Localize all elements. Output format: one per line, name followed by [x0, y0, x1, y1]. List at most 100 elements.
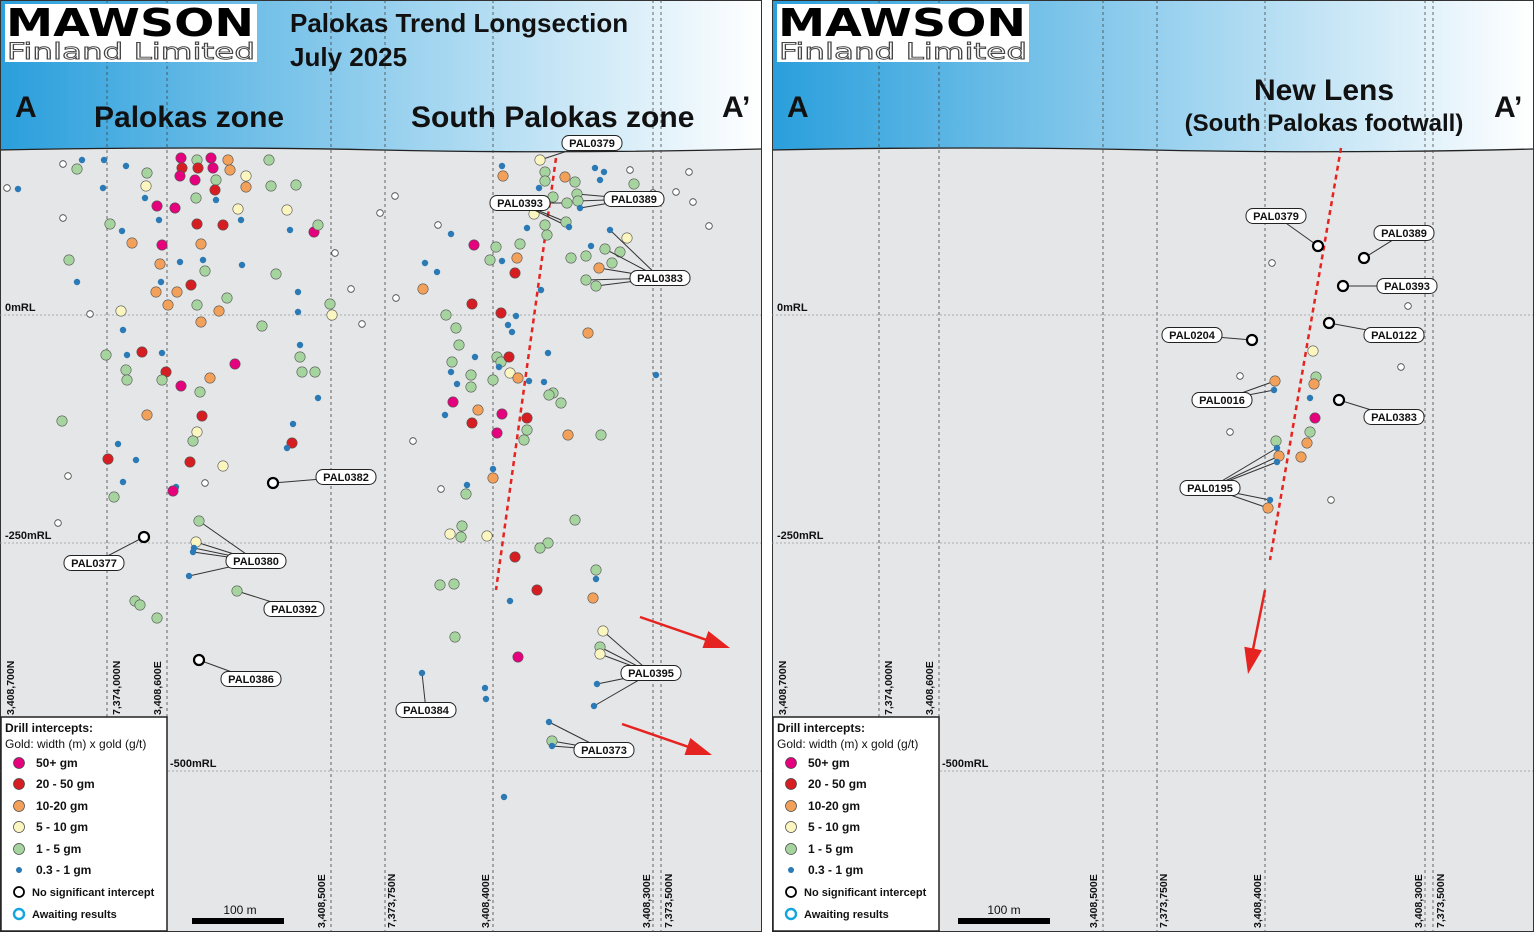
arrowhead: [684, 738, 712, 756]
intercept-1-5: [521, 424, 533, 436]
hole-label: PAL0383: [637, 273, 683, 285]
intercept-10-20: [141, 409, 153, 421]
intercept-0.3-1: [463, 481, 471, 489]
intercept-1-5: [450, 322, 462, 334]
no-significant-small: [1404, 302, 1412, 310]
intercept-10-20: [559, 171, 571, 183]
hole-label-box: [489, 195, 551, 211]
intercept-1-5: [449, 631, 461, 643]
intercept-0.3-1: [500, 793, 508, 801]
intercept-0.3-1: [155, 216, 163, 224]
hole-label: PAL0195: [1187, 483, 1233, 495]
section-end-a-prime: A’: [722, 91, 750, 124]
intercept-0.3-1: [433, 268, 441, 276]
intercept-0.3-1: [286, 226, 294, 234]
grid-coordinate-label: 3,408,600E: [924, 661, 936, 715]
legend-item-label: 5 - 10 gm: [808, 820, 860, 834]
hole-label-box: [629, 270, 691, 286]
zone-label-footwall: (South Palokas footwall): [1185, 110, 1464, 137]
hole-label: PAL0016: [1199, 395, 1245, 407]
intercept-1-5: [455, 531, 467, 543]
intercept-50plus: [447, 396, 459, 408]
intercept-1-5: [256, 320, 268, 332]
hole-label-box: [1245, 208, 1307, 224]
intercept-10-20: [224, 164, 236, 176]
intercept-20-50: [286, 437, 298, 449]
no-significant-small: [409, 437, 417, 445]
intercept-1-5: [221, 292, 233, 304]
hole-label-box: [1363, 409, 1425, 425]
intercept-0.3-1: [141, 194, 149, 202]
intercept-10-20: [195, 238, 207, 250]
no-significant-small: [672, 188, 680, 196]
grid-coordinate-label: 3,408,300E: [1413, 874, 1425, 928]
legend: Drill intercepts: Gold: width (m) x gold …: [0, 716, 168, 932]
intercept-0.3-1: [523, 224, 531, 232]
intercept-1-5: [534, 542, 546, 554]
hole-label-box: [561, 135, 623, 151]
intercept-1-5: [590, 564, 602, 576]
no-significant-intercept: [1322, 316, 1336, 330]
intercept-0.3-1: [482, 695, 490, 703]
no-significant-small: [376, 209, 384, 217]
no-significant-small: [437, 485, 445, 493]
intercept-10-20: [1262, 502, 1274, 514]
intercept-0.3-1: [545, 718, 553, 726]
intercept-20-50: [466, 417, 478, 429]
legend-item-label: 0.3 - 1 gm: [36, 863, 91, 877]
hole-label: PAL0373: [581, 745, 627, 757]
section-end-a-prime: A’: [1494, 91, 1522, 124]
intercept-0.3-1: [185, 572, 193, 580]
hole-label-box: [1363, 327, 1425, 343]
intercept-0.3-1: [471, 353, 479, 361]
grid-coordinate-label: 7,374,000N: [883, 661, 895, 715]
intercept-0.3-1: [525, 377, 533, 385]
no-significant-small: [1268, 259, 1276, 267]
intercept-1-5: [108, 491, 120, 503]
grid-coordinate-label: 3,408,400E: [480, 874, 492, 928]
legend-symbol: [13, 800, 25, 812]
intercept-0.3-1: [453, 380, 461, 388]
intercept-1-5: [539, 175, 551, 187]
no-significant-small: [86, 310, 94, 318]
intercept-50plus: [496, 408, 508, 420]
intercept-0.3-1: [591, 164, 599, 172]
intercept-0.3-1: [592, 575, 600, 583]
intercept-10-20: [487, 472, 499, 484]
legend-symbol: [785, 800, 797, 812]
intercept-1-5: [141, 167, 153, 179]
legend-symbol: [785, 886, 797, 898]
grid-coordinate-label: 3,408,500E: [316, 874, 328, 928]
intercept-0.3-1: [495, 363, 503, 371]
rl-label-500: -500mRL: [170, 758, 217, 770]
intercept-0.3-1: [1266, 496, 1274, 504]
intercept-10-20: [154, 258, 166, 270]
intercept-50plus: [169, 202, 181, 214]
legend-item-label: 10-20 gm: [808, 799, 860, 813]
intercept-1-5: [1304, 426, 1316, 438]
intercept-50plus: [468, 239, 480, 251]
intercept-1-5: [569, 176, 581, 188]
hole-label-box: [263, 601, 325, 617]
intercept-1-5: [120, 364, 132, 376]
intercept-0.3-1: [99, 184, 107, 192]
intercept-10-20: [417, 283, 429, 295]
intercept-0.3-1: [1270, 386, 1278, 394]
no-significant-intercept: [1245, 333, 1259, 347]
intercept-0.3-1: [576, 204, 584, 212]
intercept-10-20: [240, 181, 252, 193]
legend: Drill intercepts: Gold: width (m) x gold …: [772, 716, 940, 932]
intercept-0.3-1: [593, 680, 601, 688]
legend-item-label: 50+ gm: [808, 756, 850, 770]
intercept-50plus: [189, 174, 201, 186]
intercept-20-50: [136, 346, 148, 358]
hole-label: PAL0389: [611, 194, 657, 206]
no-significant-small: [1236, 372, 1244, 380]
section-area: [772, 148, 1533, 932]
intercept-10-20: [1301, 437, 1313, 449]
no-significant-small: [392, 294, 400, 302]
intercept-1-5: [440, 309, 452, 321]
intercept-20-50: [191, 218, 203, 230]
intercept-0.3-1: [537, 286, 545, 294]
section-end-a: A: [15, 91, 37, 124]
